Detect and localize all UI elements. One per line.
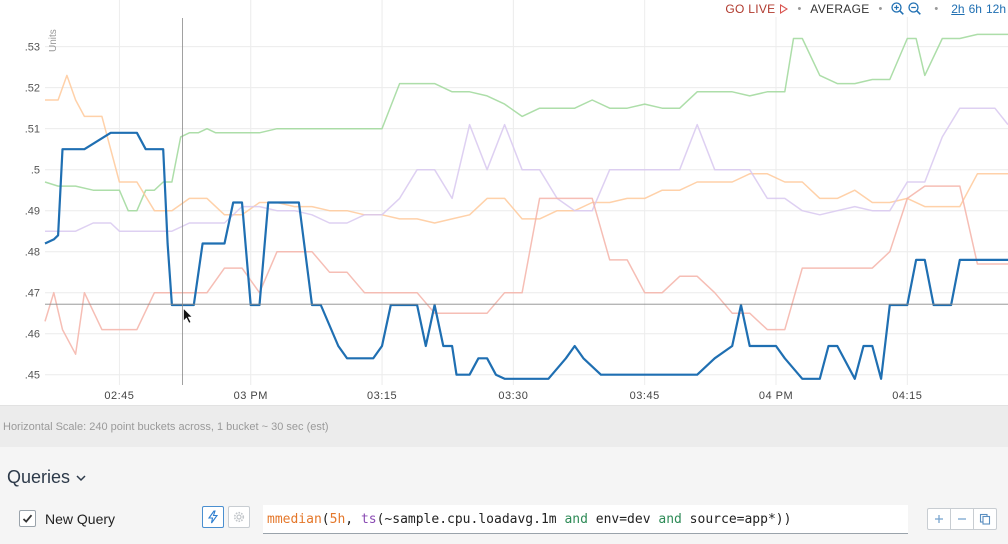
queries-panel: Queries New Query mmedian(5h, ts(~sample… bbox=[0, 447, 1008, 544]
separator-dot: • bbox=[934, 2, 939, 15]
y-tick-label: .52 bbox=[25, 83, 40, 95]
y-tick-label: .45 bbox=[25, 370, 40, 382]
line-chart[interactable]: .45 .46 .47 .48 .49 .5 .51 .52 .53 02:45 03 PM 03:1… bbox=[0, 0, 1008, 405]
x-tick-label: 04 PM bbox=[759, 390, 793, 402]
expr-token: (~sample.cpu.loadavg.1m bbox=[376, 512, 565, 527]
expr-token: ( bbox=[321, 512, 330, 527]
horizontal-scale-bar: Horizontal Scale: 240 point buckets acro… bbox=[0, 405, 1008, 448]
copy-icon bbox=[979, 513, 991, 525]
y-tick-label: .49 bbox=[25, 206, 40, 218]
chart-area[interactable]: .45 .46 .47 .48 .49 .5 .51 .52 .53 02:45 03 PM 03:1… bbox=[0, 0, 1008, 405]
query-actions bbox=[927, 508, 997, 530]
series-line bbox=[44, 33, 1008, 212]
y-tick-label: .51 bbox=[25, 124, 40, 136]
series-line bbox=[45, 107, 1008, 232]
query-expression-field[interactable]: mmedian(5h, ts(~sample.cpu.loadavg.1m an… bbox=[263, 505, 908, 534]
y-tick-label: .48 bbox=[25, 247, 40, 259]
x-tick-label: 03:45 bbox=[630, 390, 660, 402]
expr-function: mmedian bbox=[267, 512, 322, 527]
query-name[interactable]: New Query bbox=[45, 511, 116, 527]
range-2h[interactable]: 2h bbox=[951, 1, 965, 16]
mouse-cursor-icon bbox=[183, 307, 194, 324]
zoom-in-icon[interactable] bbox=[891, 2, 905, 15]
remove-query-button[interactable] bbox=[950, 508, 974, 530]
expr-number: 5h bbox=[329, 512, 346, 527]
horizontal-scale-note: Horizontal Scale: 240 point buckets acro… bbox=[3, 421, 329, 433]
series-line bbox=[45, 74, 1008, 224]
separator-dot: • bbox=[878, 2, 883, 15]
aggregation-selector[interactable]: AVERAGE bbox=[810, 1, 870, 16]
queries-title: Queries bbox=[7, 467, 71, 487]
range-6h[interactable]: 6h bbox=[968, 1, 982, 16]
x-tick-label: 03 PM bbox=[234, 390, 268, 402]
query-row: New Query mmedian(5h, ts(~sample.cpu.loa… bbox=[0, 505, 1008, 544]
expr-keyword: and bbox=[564, 512, 588, 527]
y-tick-label: .46 bbox=[25, 329, 40, 341]
x-tick-label: 03:30 bbox=[498, 390, 528, 402]
expr-keyword: and bbox=[658, 512, 682, 527]
y-axis-label: Units bbox=[48, 29, 59, 52]
expr-token: , bbox=[345, 512, 361, 527]
query-enabled-checkbox[interactable] bbox=[19, 510, 36, 527]
go-live-label: GO LIVE bbox=[725, 1, 776, 16]
queries-toggle[interactable]: Queries bbox=[7, 467, 86, 488]
query-expression: mmedian(5h, ts(~sample.cpu.loadavg.1m an… bbox=[267, 512, 791, 527]
chevron-down-icon bbox=[76, 474, 86, 481]
minus-icon bbox=[958, 518, 966, 520]
x-tick-label: 04:15 bbox=[892, 390, 922, 402]
series-line-highlighted bbox=[44, 131, 1008, 380]
series-line bbox=[44, 185, 1008, 355]
expr-token: source=app*)) bbox=[681, 512, 792, 527]
chart-toolbar: GO LIVE • AVERAGE • • 2h 6h 12h bbox=[717, 0, 1008, 17]
x-tick-label: 02:45 bbox=[104, 390, 134, 402]
add-query-button[interactable] bbox=[927, 508, 951, 530]
range-12h[interactable]: 12h bbox=[985, 1, 1006, 16]
duplicate-query-button[interactable] bbox=[973, 508, 997, 530]
go-live-button[interactable]: GO LIVE bbox=[725, 1, 789, 16]
expr-function: ts bbox=[360, 512, 377, 527]
checkmark-icon bbox=[22, 514, 33, 523]
play-icon bbox=[780, 3, 789, 14]
y-tick-label: .5 bbox=[31, 165, 40, 177]
query-builder-toggle-button[interactable] bbox=[202, 506, 224, 528]
x-tick-label: 03:15 bbox=[367, 390, 397, 402]
query-settings-button[interactable] bbox=[228, 506, 250, 528]
separator-dot: • bbox=[797, 2, 802, 15]
y-tick-label: .53 bbox=[25, 42, 40, 54]
plus-icon bbox=[935, 515, 943, 523]
zoom-out-icon[interactable] bbox=[908, 2, 922, 15]
expr-token: env=dev bbox=[587, 512, 659, 527]
lightning-icon bbox=[207, 510, 219, 524]
gear-icon bbox=[233, 511, 245, 523]
y-tick-label: .47 bbox=[25, 288, 40, 300]
